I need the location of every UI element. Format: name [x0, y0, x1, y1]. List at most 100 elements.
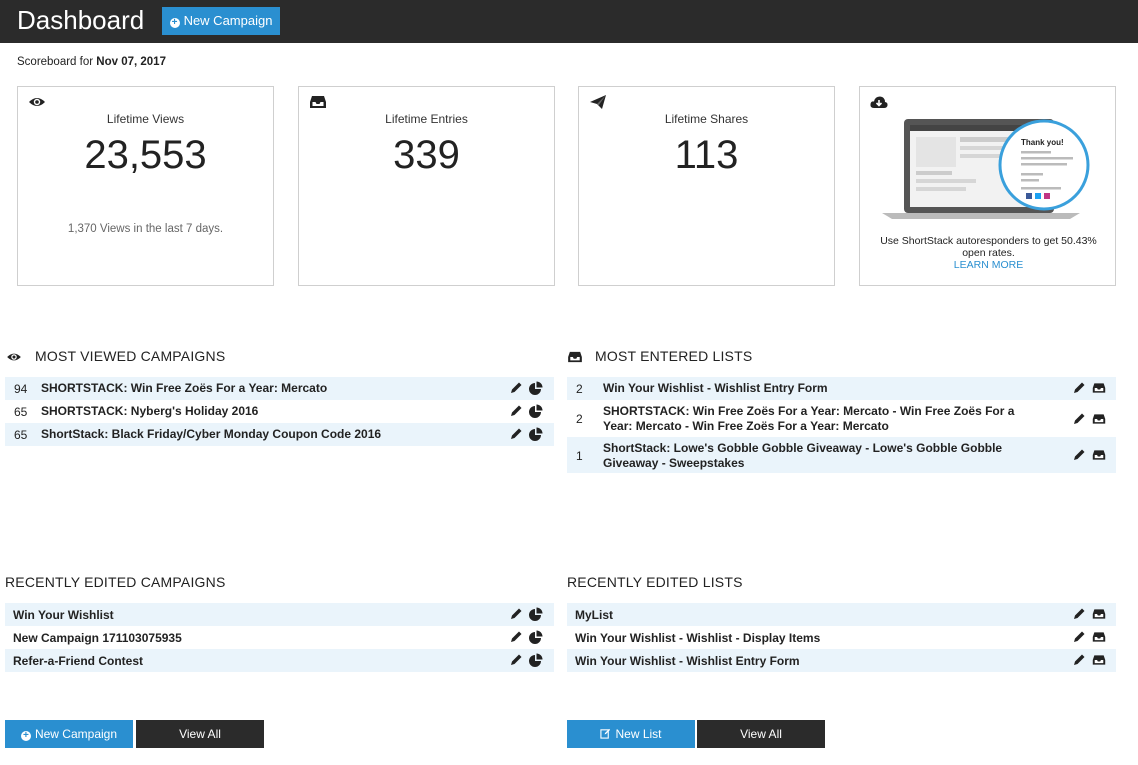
view-all-lists-button[interactable]: View All [697, 720, 825, 748]
campaign-name[interactable]: Refer-a-Friend Contest [13, 654, 144, 668]
campaign-name[interactable]: Win Your Wishlist [13, 608, 114, 622]
pencil-icon[interactable] [509, 653, 523, 667]
mock-thank-you-heading: Thank you! [1021, 138, 1064, 147]
inbox-icon[interactable] [1092, 448, 1106, 462]
entries-value: 339 [393, 133, 460, 177]
shares-label: Lifetime Shares [664, 112, 749, 126]
edit-square-icon [600, 728, 611, 739]
view-count: 65 [14, 405, 28, 419]
most-viewed-title: MOST VIEWED CAMPAIGNS [5, 348, 225, 364]
pie-chart-icon[interactable] [529, 630, 543, 644]
most-entered-list: 2 Win Your Wishlist - Wishlist Entry For… [567, 377, 1116, 473]
pencil-icon[interactable] [1072, 630, 1086, 644]
entry-count: 1 [576, 449, 583, 463]
pie-chart-icon[interactable] [529, 381, 543, 395]
shares-value: 113 [674, 133, 739, 177]
view-count: 94 [14, 382, 28, 396]
list-item[interactable]: 1 ShortStack: Lowe's Gobble Gobble Givea… [567, 437, 1116, 473]
paper-plane-icon [590, 95, 606, 109]
campaign-name[interactable]: New Campaign 171103075935 [13, 631, 182, 645]
cloud-download-icon [870, 96, 888, 108]
most-viewed-title-text: MOST VIEWED CAMPAIGNS [35, 348, 226, 364]
view-count: 65 [14, 428, 28, 442]
stat-card-entries: Lifetime Entries 339 [298, 86, 555, 286]
inbox-icon[interactable] [1092, 653, 1106, 667]
pencil-icon[interactable] [509, 381, 523, 395]
inbox-icon [310, 96, 326, 108]
learn-more-link[interactable]: LEARN MORE [953, 259, 1024, 271]
list-name[interactable]: ShortStack: Lowe's Gobble Gobble Giveawa… [603, 441, 1003, 470]
plus-circle-icon: + [20, 731, 31, 741]
list-item[interactable]: 65 SHORTSTACK: Nyberg's Holiday 2016 [5, 400, 554, 423]
pencil-icon[interactable] [1072, 448, 1086, 462]
entry-count: 2 [576, 382, 583, 396]
list-item[interactable]: 65 ShortStack: Black Friday/Cyber Monday… [5, 423, 554, 446]
new-list-label: New List [615, 727, 662, 741]
new-campaign-button[interactable]: + New Campaign [5, 720, 133, 748]
views-value: 23,553 [84, 133, 207, 177]
scoreboard-prefix: Scoreboard for [17, 56, 94, 68]
list-name[interactable]: Win Your Wishlist - Wishlist Entry Form [603, 381, 828, 395]
pie-chart-icon[interactable] [529, 404, 543, 418]
list-item[interactable]: MyList [567, 603, 1116, 626]
most-entered-title: MOST ENTERED LISTS [567, 348, 752, 364]
pencil-icon[interactable] [509, 607, 523, 621]
inbox-icon[interactable] [1092, 381, 1106, 395]
campaign-name[interactable]: SHORTSTACK: Win Free Zoës For a Year: Me… [41, 381, 328, 395]
list-item[interactable]: 2 Win Your Wishlist - Wishlist Entry For… [567, 377, 1116, 400]
top-bar: Dashboard + New Campaign [0, 0, 1138, 43]
inbox-icon [568, 351, 582, 363]
pencil-icon[interactable] [509, 404, 523, 418]
list-name[interactable]: Win Your Wishlist - Wishlist Entry Form [575, 654, 800, 668]
recent-lists-title: RECENTLY EDITED LISTS [567, 574, 743, 590]
list-item[interactable]: New Campaign 171103075935 [5, 626, 554, 649]
list-name[interactable]: MyList [575, 608, 614, 622]
entries-label: Lifetime Entries [385, 112, 468, 126]
promo-text: Use ShortStack autoresponders to get 50.… [880, 235, 1097, 259]
pencil-icon[interactable] [1072, 653, 1086, 667]
list-item[interactable]: 94 SHORTSTACK: Win Free Zoës For a Year:… [5, 377, 554, 400]
list-item[interactable]: Win Your Wishlist - Wishlist Entry Form [567, 649, 1116, 672]
inbox-icon[interactable] [1092, 607, 1106, 621]
stat-card-views: Lifetime Views 23,553 1,370 Views in the… [17, 86, 274, 286]
page-title: Dashboard [17, 5, 145, 35]
list-name[interactable]: Win Your Wishlist - Wishlist - Display I… [575, 631, 821, 645]
list-item[interactable]: Win Your Wishlist [5, 603, 554, 626]
new-list-button[interactable]: New List [567, 720, 695, 748]
recent-campaigns-title: RECENTLY EDITED CAMPAIGNS [5, 574, 226, 590]
pencil-icon[interactable] [1072, 607, 1086, 621]
most-viewed-list: 94 SHORTSTACK: Win Free Zoës For a Year:… [5, 377, 554, 446]
pencil-icon[interactable] [509, 427, 523, 441]
eye-icon [7, 353, 21, 361]
recent-lists-list: MyList Win Your Wishlist - Wishlist - Di… [567, 603, 1116, 672]
views-sub: 1,370 Views in the last 7 days. [67, 223, 224, 235]
recent-campaigns-list: Win Your Wishlist New Campaign 171103075… [5, 603, 554, 672]
scoreboard-line: Scoreboard for Nov 07, 2017 [17, 56, 166, 68]
promo-card: Thank you! Use ShortStack autoresponders… [859, 86, 1116, 286]
list-item[interactable]: 2 SHORTSTACK: Win Free Zoës For a Year: … [567, 400, 1116, 437]
list-item[interactable]: Win Your Wishlist - Wishlist - Display I… [567, 626, 1116, 649]
campaign-name[interactable]: SHORTSTACK: Nyberg's Holiday 2016 [41, 404, 259, 418]
list-name[interactable]: SHORTSTACK: Win Free Zoës For a Year: Me… [603, 404, 1015, 433]
plus-circle-icon: + [169, 18, 180, 28]
campaign-name[interactable]: ShortStack: Black Friday/Cyber Monday Co… [41, 427, 382, 441]
promo-text-block: Use ShortStack autoresponders to get 50.… [870, 235, 1107, 271]
stat-card-shares: Lifetime Shares 113 [578, 86, 835, 286]
pie-chart-icon[interactable] [529, 607, 543, 621]
pie-chart-icon[interactable] [529, 427, 543, 441]
header-new-campaign-button[interactable]: + New Campaign [162, 7, 280, 35]
eye-icon [29, 98, 45, 106]
pencil-icon[interactable] [509, 630, 523, 644]
new-campaign-label: New Campaign [34, 727, 118, 741]
inbox-icon[interactable] [1092, 412, 1106, 426]
pie-chart-icon[interactable] [529, 653, 543, 667]
header-new-campaign-label: New Campaign [183, 13, 273, 28]
inbox-icon[interactable] [1092, 630, 1106, 644]
autoresponder-illustration: Thank you! [882, 119, 1090, 219]
most-entered-title-text: MOST ENTERED LISTS [595, 348, 753, 364]
list-item[interactable]: Refer-a-Friend Contest [5, 649, 554, 672]
entry-count: 2 [576, 412, 583, 426]
pencil-icon[interactable] [1072, 412, 1086, 426]
view-all-campaigns-button[interactable]: View All [136, 720, 264, 748]
pencil-icon[interactable] [1072, 381, 1086, 395]
